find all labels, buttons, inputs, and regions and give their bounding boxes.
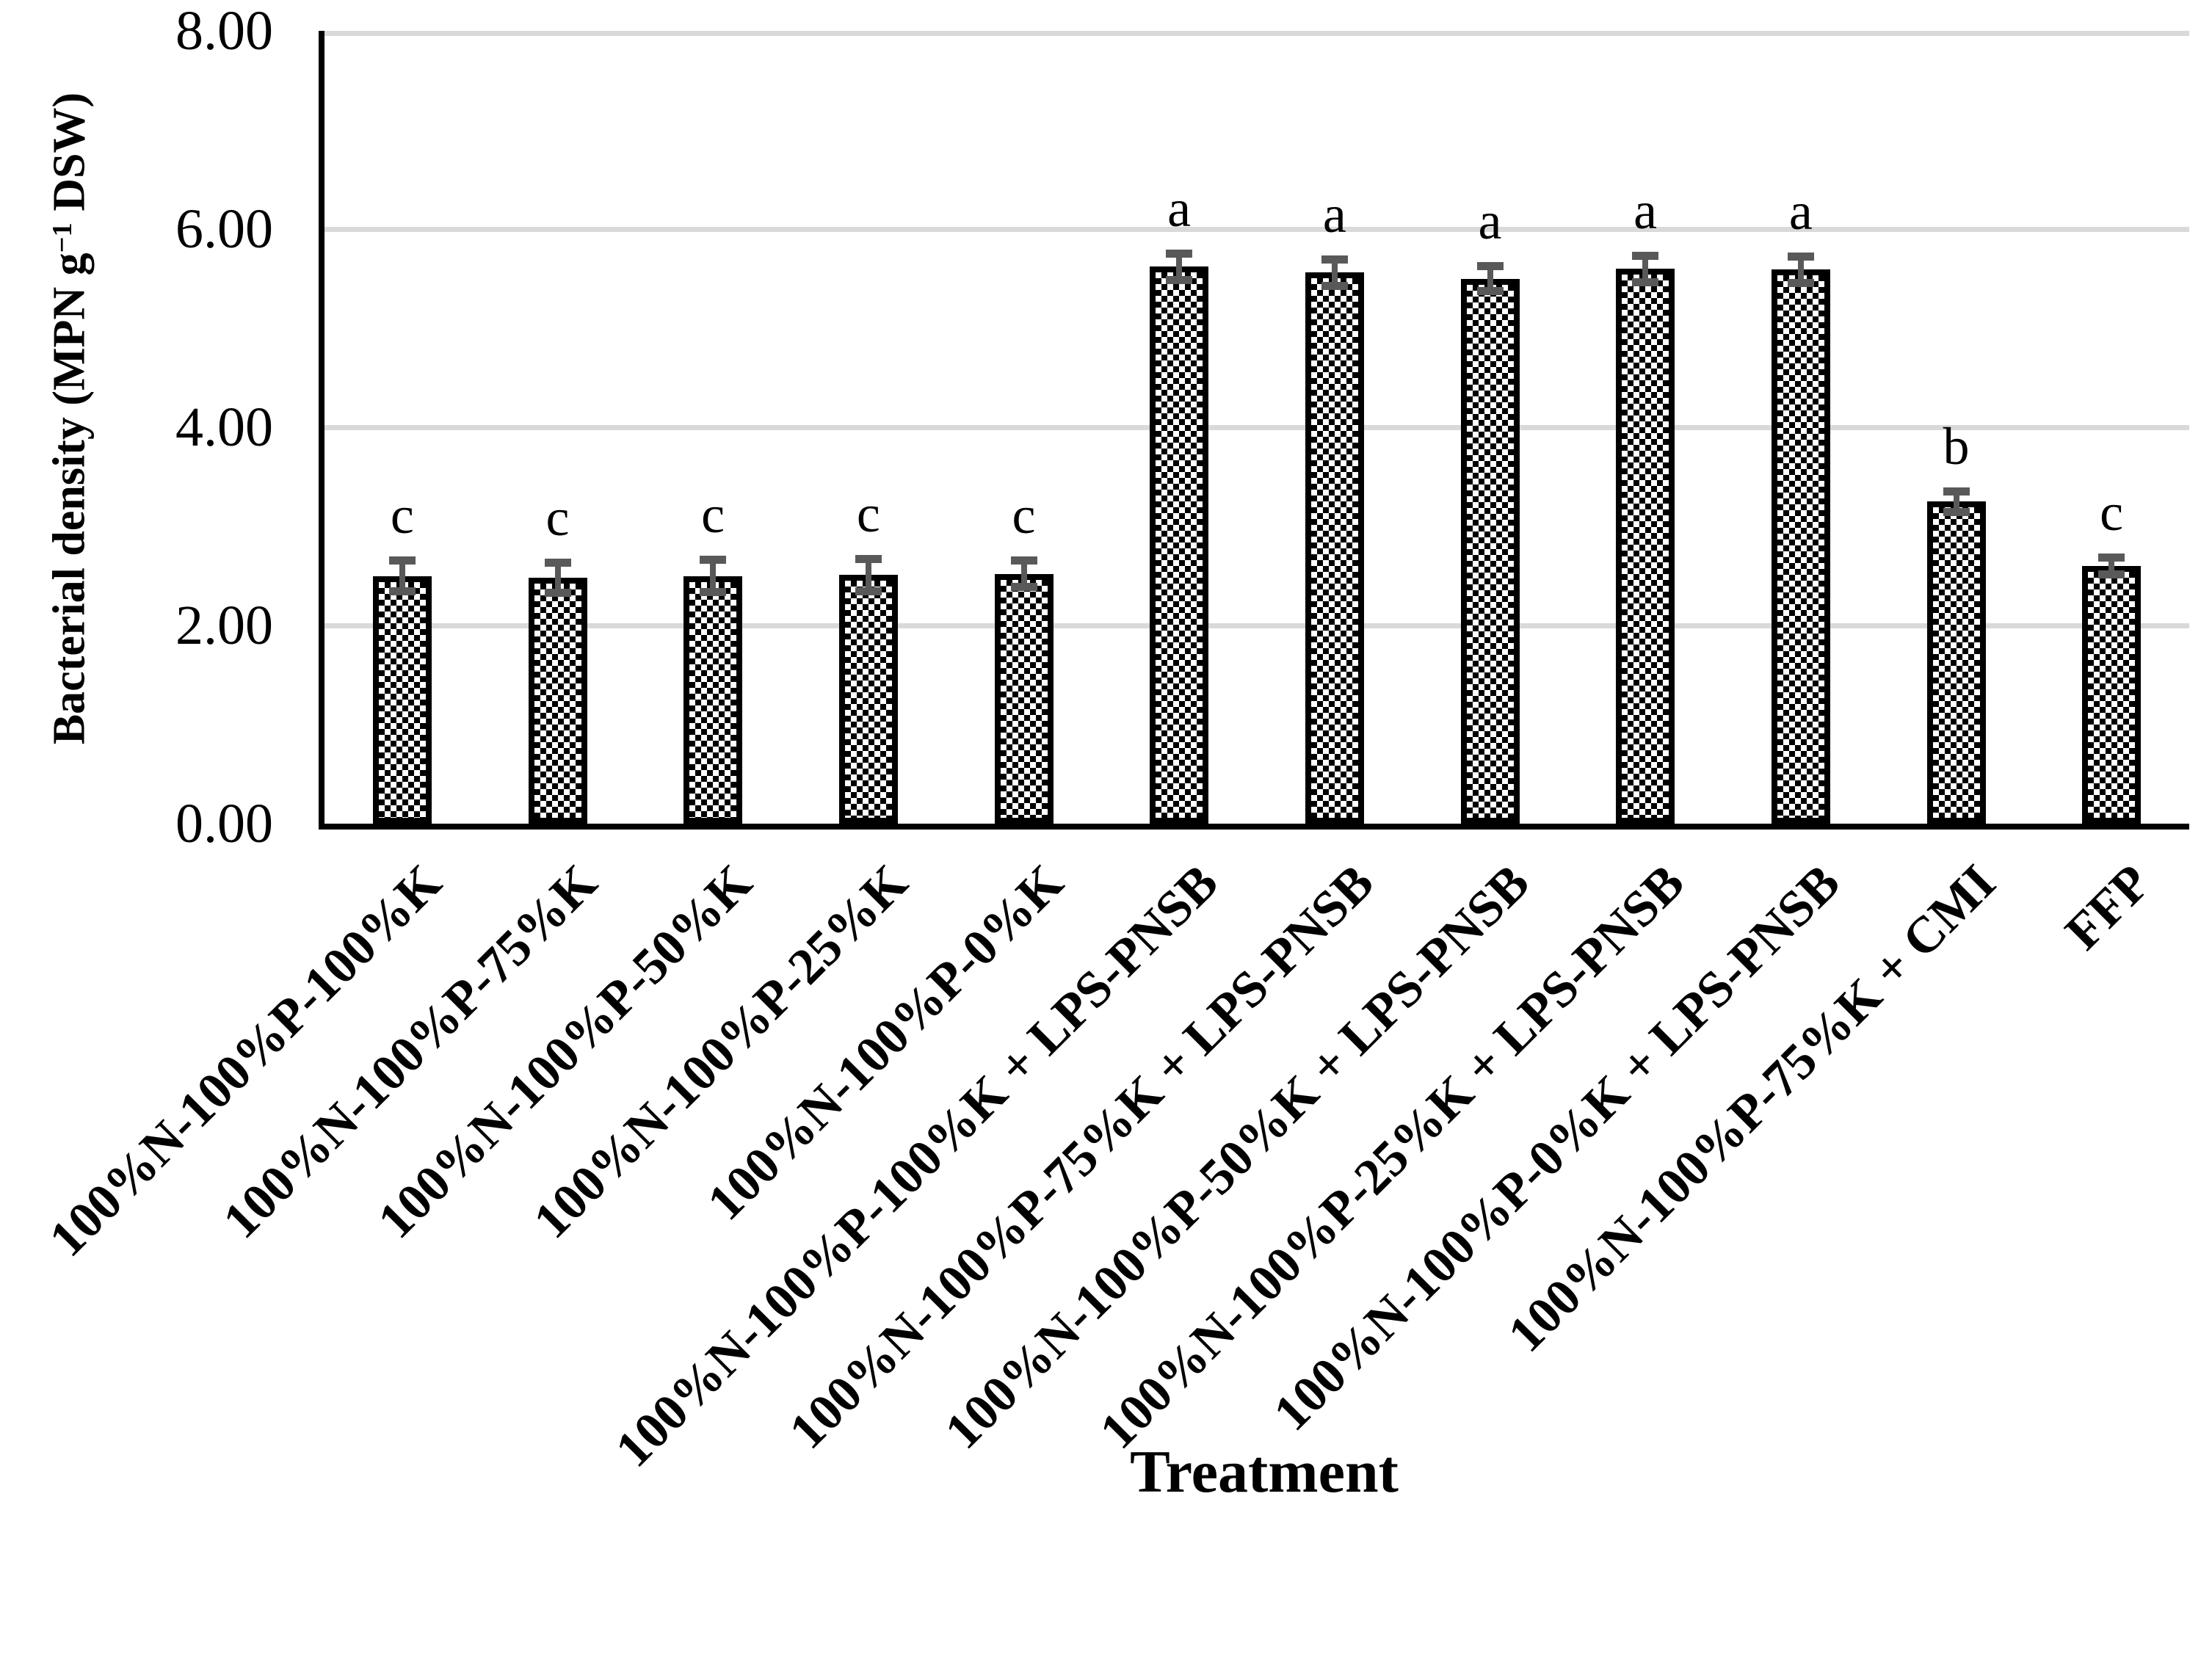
error-bar-cap-top	[1476, 262, 1504, 271]
significance-letter: a	[1788, 181, 1813, 241]
y-axis-title-text: Bacterial density (MPN g	[44, 253, 95, 745]
error-bar-whisker	[1331, 262, 1338, 283]
significance-letter: a	[1167, 178, 1192, 238]
error-bar-whisker	[1487, 269, 1493, 288]
error-bar-cap-top	[2098, 554, 2125, 562]
error-bar-whisker	[554, 566, 561, 590]
gridline-8	[324, 31, 2189, 36]
y-tick-label: 8.00	[175, 0, 273, 62]
error-bar-cap-top	[1943, 487, 1970, 496]
error-bar-whisker	[710, 562, 717, 589]
significance-letter: a	[1478, 192, 1502, 251]
gridline-6	[324, 227, 2189, 232]
error-bar-whisker	[1020, 564, 1027, 584]
bar	[838, 575, 898, 824]
gridline-2	[324, 623, 2189, 628]
error-bar-cap-bottom	[2098, 570, 2125, 578]
bar	[2082, 566, 2142, 824]
bar	[1926, 501, 1986, 824]
error-bar-cap-bottom	[1632, 277, 1659, 286]
significance-letter: a	[1322, 184, 1346, 244]
bar	[1771, 269, 1830, 824]
error-bar-cap-bottom	[855, 587, 882, 595]
x-axis-title: Treatment	[1130, 1438, 1399, 1505]
error-bar-whisker	[1642, 258, 1649, 279]
plot-area	[319, 31, 2189, 830]
y-tick-label: 2.00	[175, 595, 273, 656]
error-bar-cap-bottom	[388, 587, 416, 595]
bar	[372, 576, 432, 824]
error-bar-cap-top	[1632, 251, 1659, 260]
bar	[683, 576, 743, 824]
error-bar-whisker	[1953, 494, 1959, 509]
gridline-4	[324, 425, 2189, 430]
error-bar-whisker	[399, 564, 405, 588]
y-tick-label: 4.00	[175, 396, 273, 458]
significance-letter: a	[1633, 181, 1658, 240]
error-bar-whisker	[1176, 256, 1183, 277]
error-bar-cap-bottom	[1321, 281, 1348, 290]
error-bar-cap-bottom	[1166, 275, 1193, 284]
error-bar-cap-bottom	[1476, 286, 1504, 295]
significance-letter: c	[1012, 486, 1036, 545]
bar	[1305, 272, 1364, 824]
significance-letter: c	[390, 486, 414, 545]
error-bar-cap-top	[700, 555, 727, 564]
significance-letter: c	[856, 484, 880, 543]
error-bar-whisker	[865, 562, 871, 588]
error-bar-cap-bottom	[1943, 507, 1970, 516]
error-bar-cap-bottom	[544, 589, 571, 598]
bar	[994, 573, 1054, 824]
error-bar-cap-top	[544, 559, 571, 567]
significance-letter: c	[545, 488, 570, 547]
significance-letter: b	[1943, 416, 1970, 476]
bar	[1616, 269, 1675, 824]
error-bar-cap-top	[1321, 255, 1348, 264]
significance-letter: c	[2100, 483, 2124, 542]
y-tick-label: 6.00	[175, 198, 273, 260]
error-bar-cap-top	[1166, 249, 1193, 258]
error-bar-cap-top	[855, 554, 882, 563]
error-bar-cap-top	[388, 556, 416, 565]
error-bar-cap-bottom	[1787, 278, 1814, 287]
y-tick-label: 0.00	[175, 793, 273, 854]
error-bar-cap-top	[1010, 556, 1037, 565]
bar	[1460, 278, 1520, 824]
error-bar-whisker	[2108, 561, 2115, 571]
error-bar-cap-bottom	[1010, 583, 1037, 592]
error-bar-whisker	[1797, 259, 1804, 280]
bar	[528, 578, 587, 824]
error-bar-cap-bottom	[700, 588, 727, 597]
bar	[1150, 266, 1209, 824]
significance-letter: c	[701, 485, 725, 544]
error-bar-cap-top	[1787, 252, 1814, 261]
